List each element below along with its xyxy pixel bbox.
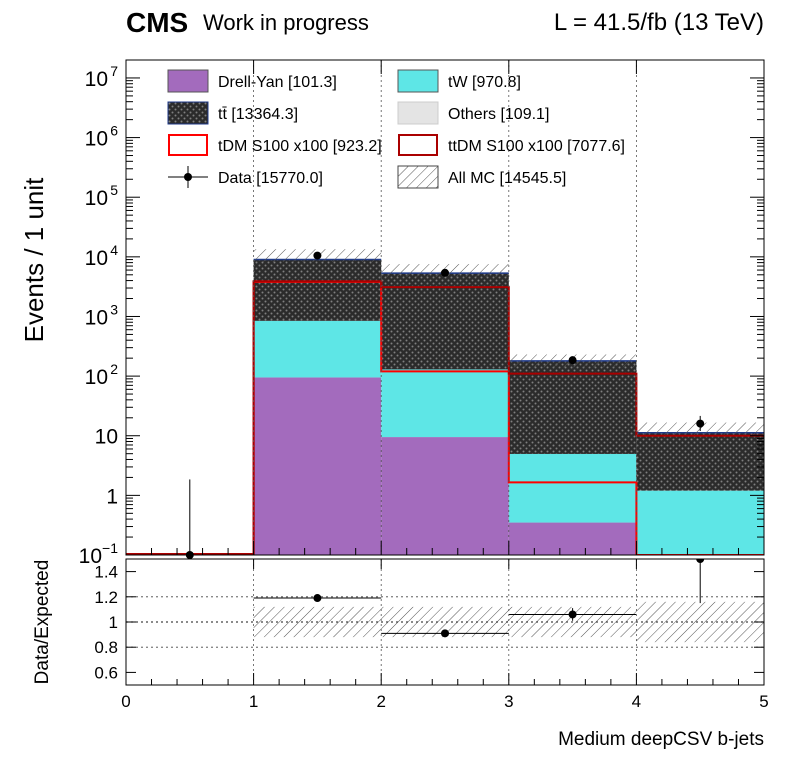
legend: Drell-Yan [101.3] tW [970.8] tt̄ [13364.3]… xyxy=(168,70,625,188)
stack-bar xyxy=(254,377,382,555)
stack-bar xyxy=(254,259,382,320)
y-tick-exponent: 7 xyxy=(110,63,118,79)
y-tick-label: 10 xyxy=(95,426,118,449)
stack-bar xyxy=(509,523,637,555)
stack-bar xyxy=(636,491,764,555)
legend-item: Others [109.1] xyxy=(398,102,549,124)
ratio-tick-label: 1 xyxy=(109,613,118,632)
y-tick-label: 10 xyxy=(85,306,108,329)
legend-swatch xyxy=(169,135,207,155)
legend-item: tW [970.8] xyxy=(398,70,521,92)
legend-item: Drell-Yan [101.3] xyxy=(168,70,337,92)
data-point xyxy=(696,420,704,428)
legend-swatch xyxy=(168,70,208,92)
stack-bar xyxy=(509,454,637,523)
legend-data-marker xyxy=(184,173,192,181)
ratio-tick-label: 1.2 xyxy=(94,588,118,607)
legend-item: ttDM S100 x100 [7077.6] xyxy=(399,135,625,155)
y-tick-label: 10 xyxy=(85,128,108,151)
ratio-point xyxy=(313,594,321,602)
y-tick-label: 10 xyxy=(85,247,108,270)
y-tick-label: 10 xyxy=(85,366,108,389)
data-point xyxy=(313,252,321,260)
stack-bar xyxy=(254,321,382,378)
x-tick-label: 5 xyxy=(759,692,768,711)
legend-label: tt̄ [13364.3] xyxy=(218,106,298,123)
y-tick-exponent: −1 xyxy=(102,540,118,556)
ratio-tick-label: 1.4 xyxy=(94,563,118,582)
ratio-uncertainty-band xyxy=(636,602,764,642)
ratio-point xyxy=(441,629,449,637)
stack-bar xyxy=(509,361,637,454)
x-tick-label: 0 xyxy=(121,692,130,711)
ratio-tick-label: 0.8 xyxy=(94,638,118,657)
status-label: Work in progress xyxy=(203,10,369,35)
legend-label: Data [15770.0] xyxy=(218,170,323,187)
y-tick-exponent: 4 xyxy=(110,242,118,258)
legend-swatch xyxy=(398,166,438,188)
ratio-point xyxy=(569,610,577,618)
legend-label: All MC [14545.5] xyxy=(448,170,566,187)
y-tick-label: 1 xyxy=(106,485,118,508)
main-histograms xyxy=(126,249,764,555)
legend-label: Drell-Yan [101.3] xyxy=(218,74,337,91)
y-tick-exponent: 2 xyxy=(110,361,118,377)
legend-item: All MC [14545.5] xyxy=(398,166,566,188)
legend-label: tDM S100 x100 [923.2] xyxy=(218,138,382,155)
legend-swatch xyxy=(398,102,438,124)
lumi-label: L = 41.5/fb (13 TeV) xyxy=(554,9,764,36)
y-tick-exponent: 5 xyxy=(110,182,118,198)
x-tick-label: 2 xyxy=(376,692,385,711)
y-tick-label: 10 xyxy=(85,187,108,210)
legend-label: ttDM S100 x100 [7077.6] xyxy=(448,138,625,155)
legend-swatch xyxy=(168,102,208,124)
legend-label: Others [109.1] xyxy=(448,106,549,123)
x-axis-title: Medium deepCSV b-jets xyxy=(558,729,764,750)
y-axis-title: Events / 1 unit xyxy=(19,177,49,343)
y-tick-label: 10 xyxy=(85,68,108,91)
data-point xyxy=(186,551,194,559)
stack-bar xyxy=(381,369,509,437)
x-tick-label: 4 xyxy=(632,692,641,711)
legend-item: tDM S100 x100 [923.2] xyxy=(169,135,382,155)
legend-item: Data [15770.0] xyxy=(168,166,323,188)
experiment-label: CMS xyxy=(126,7,188,38)
legend-label: tW [970.8] xyxy=(448,74,521,91)
data-point xyxy=(441,269,449,277)
y-tick-exponent: 6 xyxy=(110,123,118,139)
ratio-axis-title: Data/Expected xyxy=(32,560,53,685)
y-tick-exponent: 3 xyxy=(110,301,118,317)
legend-item: tt̄ [13364.3] xyxy=(168,102,298,124)
stack-bar xyxy=(381,437,509,555)
data-point xyxy=(569,356,577,364)
stack-bar xyxy=(636,433,764,491)
x-tick-label: 1 xyxy=(249,692,258,711)
legend-swatch xyxy=(399,135,437,155)
ratio-tick-label: 0.6 xyxy=(94,663,118,682)
legend-swatch xyxy=(398,70,438,92)
x-tick-label: 3 xyxy=(504,692,513,711)
